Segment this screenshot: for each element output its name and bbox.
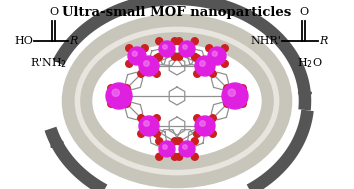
- Circle shape: [194, 70, 201, 77]
- Circle shape: [156, 38, 163, 45]
- Circle shape: [183, 145, 187, 149]
- Circle shape: [153, 70, 160, 77]
- Circle shape: [126, 60, 133, 67]
- Circle shape: [191, 153, 198, 160]
- Circle shape: [222, 83, 248, 109]
- Circle shape: [206, 45, 213, 52]
- Text: O: O: [49, 7, 58, 17]
- Circle shape: [176, 53, 183, 60]
- Circle shape: [221, 45, 228, 52]
- Circle shape: [153, 115, 160, 122]
- Circle shape: [138, 70, 145, 77]
- Circle shape: [126, 45, 133, 52]
- Circle shape: [208, 47, 226, 65]
- Circle shape: [209, 70, 216, 77]
- Circle shape: [176, 138, 183, 145]
- Circle shape: [195, 56, 215, 76]
- Text: R'NH$_2$: R'NH$_2$: [30, 56, 67, 70]
- Circle shape: [194, 130, 201, 137]
- Circle shape: [228, 89, 235, 96]
- Circle shape: [191, 138, 198, 145]
- Circle shape: [224, 100, 231, 107]
- Circle shape: [108, 85, 115, 92]
- Circle shape: [139, 116, 159, 136]
- Circle shape: [159, 141, 175, 157]
- Circle shape: [200, 61, 205, 66]
- Circle shape: [195, 116, 215, 136]
- Circle shape: [144, 121, 149, 126]
- Circle shape: [209, 55, 216, 62]
- Circle shape: [194, 55, 201, 62]
- Circle shape: [123, 85, 130, 92]
- Circle shape: [112, 89, 119, 96]
- Circle shape: [123, 100, 130, 107]
- Text: H$_2$O: H$_2$O: [297, 56, 322, 70]
- Ellipse shape: [77, 29, 277, 173]
- Circle shape: [108, 100, 115, 107]
- Circle shape: [179, 141, 195, 157]
- Circle shape: [183, 45, 187, 49]
- Circle shape: [138, 115, 145, 122]
- Circle shape: [191, 38, 198, 45]
- Circle shape: [179, 41, 195, 57]
- Circle shape: [106, 83, 132, 109]
- Circle shape: [176, 38, 183, 45]
- Circle shape: [209, 115, 216, 122]
- Circle shape: [132, 51, 137, 56]
- Circle shape: [171, 138, 178, 145]
- Text: R: R: [69, 36, 78, 46]
- Circle shape: [191, 53, 198, 60]
- Circle shape: [171, 38, 178, 45]
- Text: HO: HO: [14, 36, 33, 46]
- Circle shape: [212, 51, 217, 56]
- Circle shape: [224, 85, 231, 92]
- Text: O: O: [299, 7, 308, 17]
- Circle shape: [156, 138, 163, 145]
- Text: R: R: [319, 36, 327, 46]
- Circle shape: [239, 100, 246, 107]
- Circle shape: [239, 85, 246, 92]
- Circle shape: [171, 153, 178, 160]
- Circle shape: [141, 60, 148, 67]
- Circle shape: [153, 130, 160, 137]
- Circle shape: [156, 153, 163, 160]
- Circle shape: [209, 130, 216, 137]
- Circle shape: [144, 61, 149, 66]
- Circle shape: [153, 55, 160, 62]
- Circle shape: [128, 47, 146, 65]
- Circle shape: [194, 115, 201, 122]
- Circle shape: [176, 153, 183, 160]
- Text: NHR': NHR': [250, 36, 281, 46]
- Circle shape: [138, 130, 145, 137]
- Circle shape: [200, 121, 205, 126]
- Text: Ultra-small MOF nanoparticles: Ultra-small MOF nanoparticles: [62, 6, 292, 19]
- Circle shape: [163, 145, 167, 149]
- Circle shape: [138, 55, 145, 62]
- Circle shape: [156, 53, 163, 60]
- Circle shape: [141, 45, 148, 52]
- Circle shape: [206, 60, 213, 67]
- Circle shape: [159, 41, 175, 57]
- Circle shape: [171, 53, 178, 60]
- Circle shape: [139, 56, 159, 76]
- Circle shape: [163, 45, 167, 49]
- Circle shape: [221, 60, 228, 67]
